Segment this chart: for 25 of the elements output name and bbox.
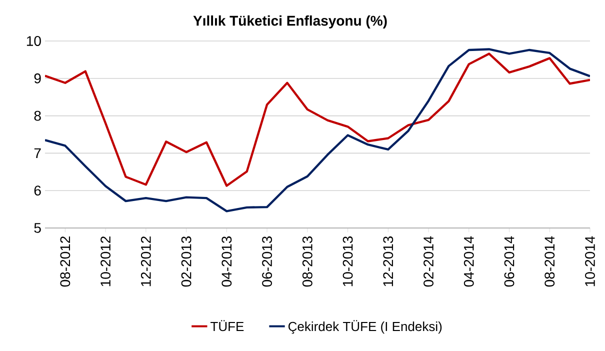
x-tick-label: 06-2013 bbox=[262, 236, 272, 287]
y-tick-label: 10 bbox=[26, 36, 41, 46]
y-tick-label: 6 bbox=[34, 186, 41, 196]
y-tick-label: 7 bbox=[34, 148, 41, 158]
x-tick-label: 08-2014 bbox=[544, 236, 555, 287]
x-tick-label: 08-2012 bbox=[60, 236, 70, 287]
x-tick-label: 04-2014 bbox=[464, 236, 474, 287]
x-tick-label: 10-2012 bbox=[100, 236, 111, 286]
x-tick-label: 04-2013 bbox=[222, 236, 232, 287]
line-series bbox=[45, 52, 590, 187]
x-tick-label: 06-2014 bbox=[504, 236, 514, 287]
x-tick-label: 02-2014 bbox=[424, 236, 434, 287]
legend-label: TÜFE bbox=[210, 320, 244, 332]
y-tick-label: 5 bbox=[34, 223, 41, 233]
line-series bbox=[45, 48, 590, 212]
x-tick-label: 10-2014 bbox=[585, 236, 595, 286]
x-tick-label: 12-2013 bbox=[383, 236, 394, 286]
x-tick-label: 08-2013 bbox=[302, 236, 312, 287]
x-tick-label: 12-2012 bbox=[140, 236, 151, 286]
legend-label: Çekirdek TÜFE (I Endeksi) bbox=[288, 320, 442, 334]
x-tick-label: 10-2013 bbox=[342, 236, 353, 286]
y-tick-label: 9 bbox=[34, 73, 41, 84]
x-tick-label: 02-2013 bbox=[181, 236, 192, 287]
chart-title: Yıllık Tüketici Enflasyonu (%) bbox=[193, 15, 387, 28]
y-tick-label: 8 bbox=[34, 110, 41, 121]
